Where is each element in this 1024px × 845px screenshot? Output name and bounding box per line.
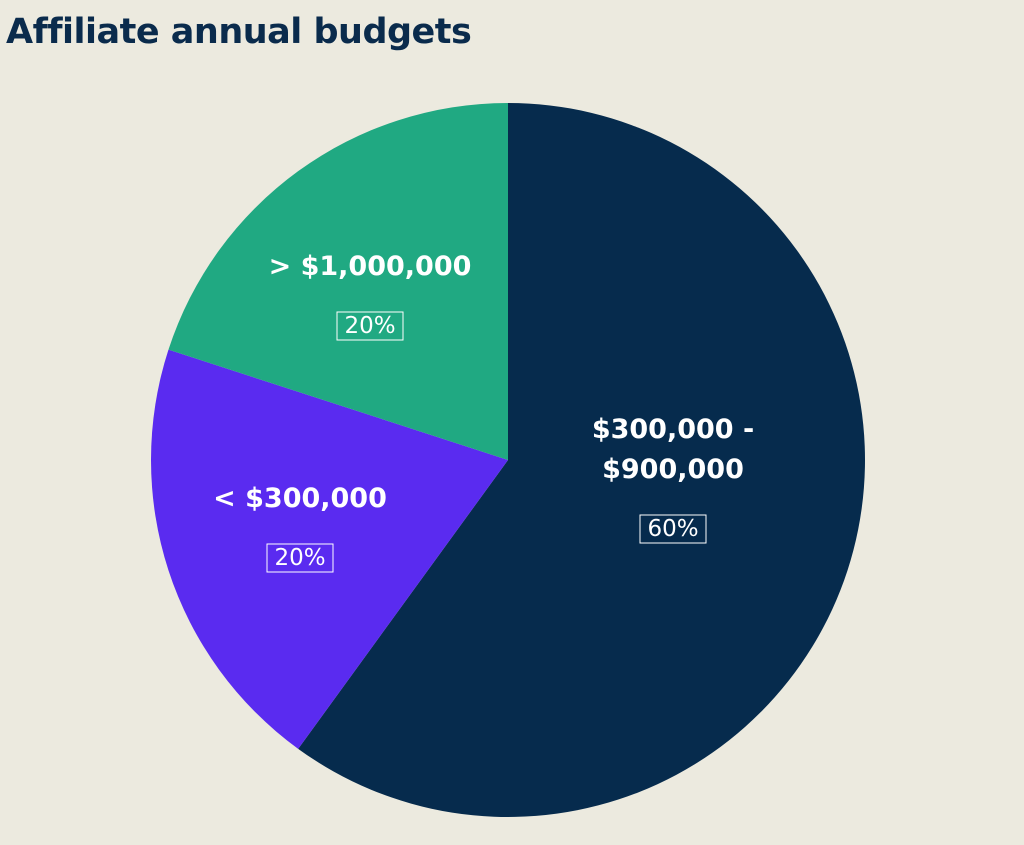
pie-slice-2 xyxy=(168,102,508,461)
slice-value-1: 20% xyxy=(274,545,325,571)
pie-labels: $300,000 -$900,000 60% < $300,000 20% > $1,0… xyxy=(213,251,754,573)
slice-value-0: 60% xyxy=(647,516,698,542)
slice-label-2: > $1,000,000 xyxy=(269,251,472,282)
pie-slice-0 xyxy=(298,103,866,818)
pie-slice-1 xyxy=(150,349,508,749)
slice-value-2: 20% xyxy=(344,313,395,339)
pie-slices xyxy=(150,102,866,818)
slice-label-1: < $300,000 xyxy=(213,483,387,514)
slice-value-box-1 xyxy=(266,543,334,573)
slice-label-0: $300,000 -$900,000 xyxy=(592,414,754,485)
chart-title: Affiliate annual budgets xyxy=(6,12,472,52)
slice-value-box-2 xyxy=(336,311,404,341)
slice-value-box-0 xyxy=(639,514,707,544)
